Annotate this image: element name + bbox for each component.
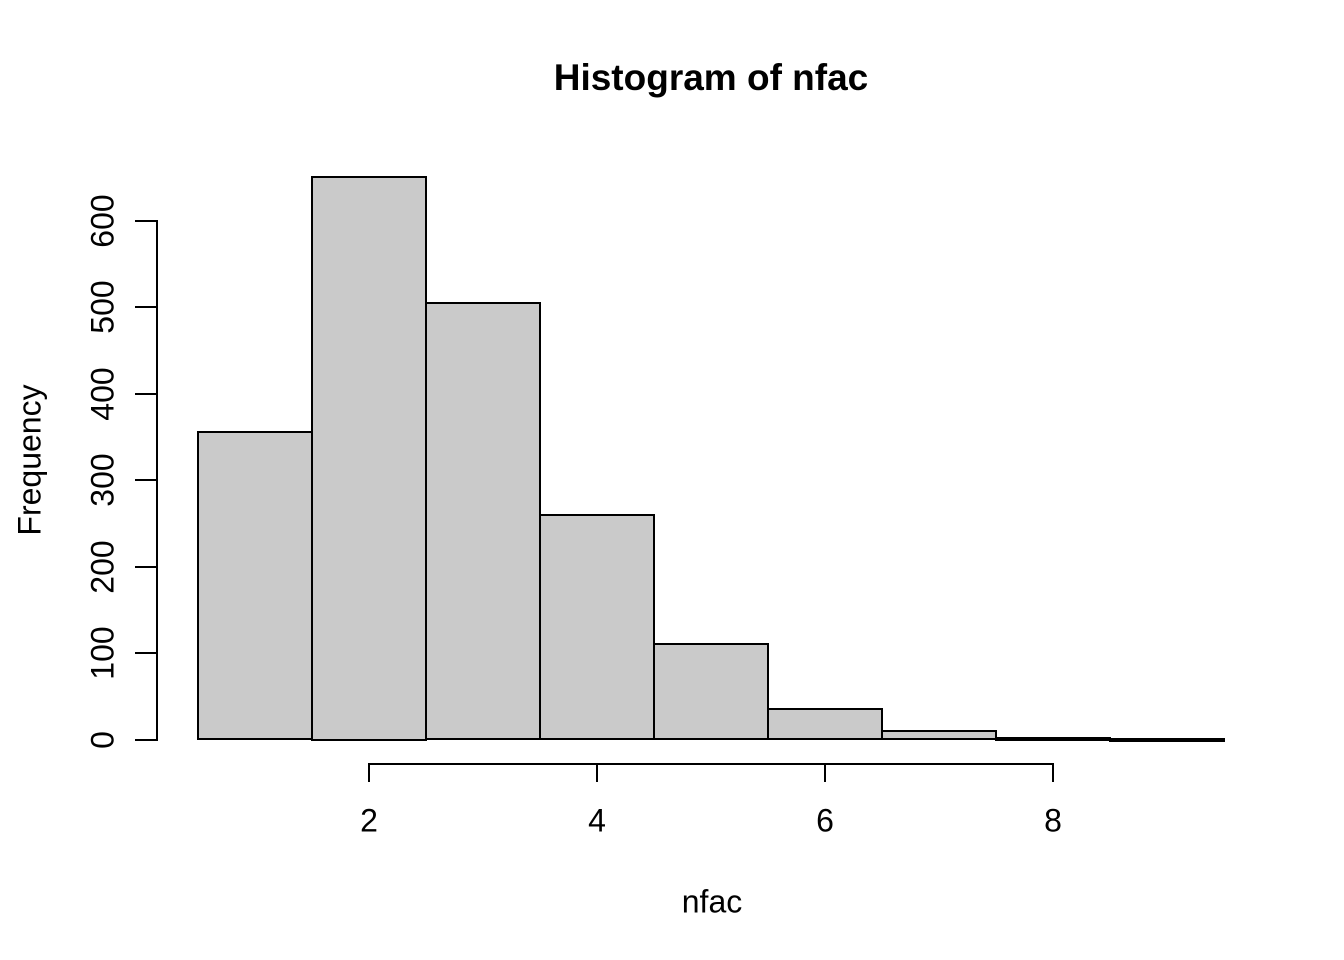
- y-tick-label: 400: [84, 366, 121, 421]
- x-tick-label: 6: [816, 802, 834, 839]
- y-tick-label: 300: [84, 453, 121, 507]
- y-tick-label: 500: [84, 280, 121, 334]
- y-tick-label: 0: [84, 730, 121, 749]
- x-axis-tick: [368, 764, 370, 782]
- y-tick-label: 200: [84, 539, 121, 594]
- histogram-bar: [995, 736, 1111, 741]
- y-axis-line: [156, 219, 158, 741]
- x-tick-label: 8: [1044, 802, 1062, 839]
- y-axis-tick: [135, 652, 156, 654]
- y-axis-tick: [135, 392, 156, 395]
- x-axis-label: nfac: [681, 883, 743, 920]
- x-axis-tick: [824, 764, 826, 782]
- y-axis-tick: [135, 219, 156, 222]
- y-axis-tick: [135, 565, 156, 568]
- histogram-bar: [653, 643, 769, 741]
- chart-title: Histogram of nfac: [553, 57, 869, 98]
- y-axis-tick: [135, 738, 156, 741]
- x-axis-line: [368, 763, 1054, 765]
- x-tick-label: 2: [360, 802, 378, 839]
- y-axis-tick: [135, 306, 156, 308]
- y-tick-label: 100: [84, 626, 121, 680]
- x-tick-label: 4: [588, 802, 606, 839]
- histogram-bar: [1109, 737, 1225, 742]
- x-axis-tick: [596, 764, 598, 782]
- y-axis-label: Frequency: [11, 384, 48, 536]
- y-tick-label: 600: [84, 193, 121, 248]
- x-axis-tick: [1052, 764, 1054, 782]
- histogram-bar: [425, 301, 541, 741]
- histogram-bar: [539, 513, 655, 741]
- histogram-bar: [311, 176, 427, 741]
- histogram-bar: [767, 708, 883, 741]
- y-axis-tick: [135, 479, 156, 481]
- histogram-bar: [881, 729, 997, 741]
- histogram-bar: [197, 431, 313, 741]
